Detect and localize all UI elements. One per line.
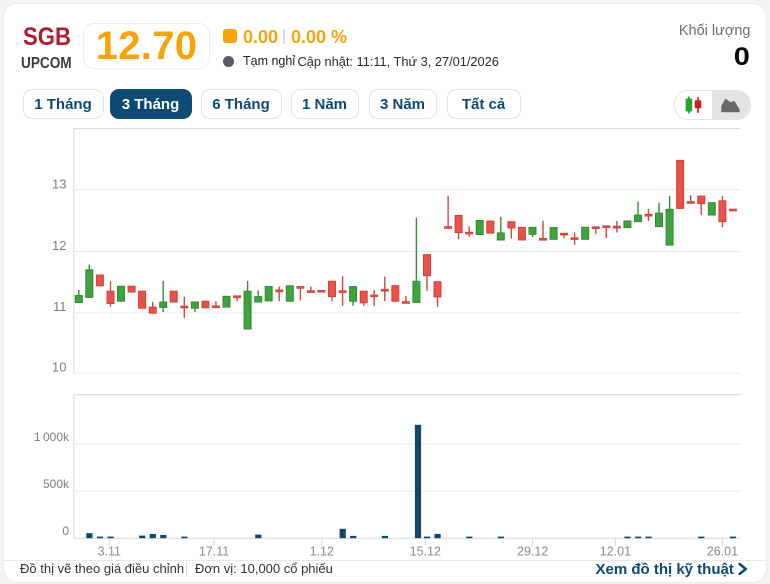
svg-text:0: 0: [62, 524, 69, 538]
svg-text:3.11: 3.11: [98, 545, 121, 559]
svg-text:26.01: 26.01: [707, 545, 738, 559]
svg-text:1 000k: 1 000k: [34, 430, 70, 444]
svg-text:13: 13: [52, 177, 66, 192]
svg-text:29.12: 29.12: [517, 545, 548, 559]
svg-text:12: 12: [52, 238, 66, 253]
svg-text:1.12: 1.12: [310, 545, 334, 559]
svg-text:15.12: 15.12: [410, 545, 441, 559]
svg-text:500k: 500k: [43, 477, 70, 491]
svg-text:17.11: 17.11: [199, 545, 229, 559]
svg-text:10: 10: [52, 360, 66, 375]
svg-text:12.01: 12.01: [600, 545, 631, 559]
svg-text:11: 11: [53, 299, 67, 314]
